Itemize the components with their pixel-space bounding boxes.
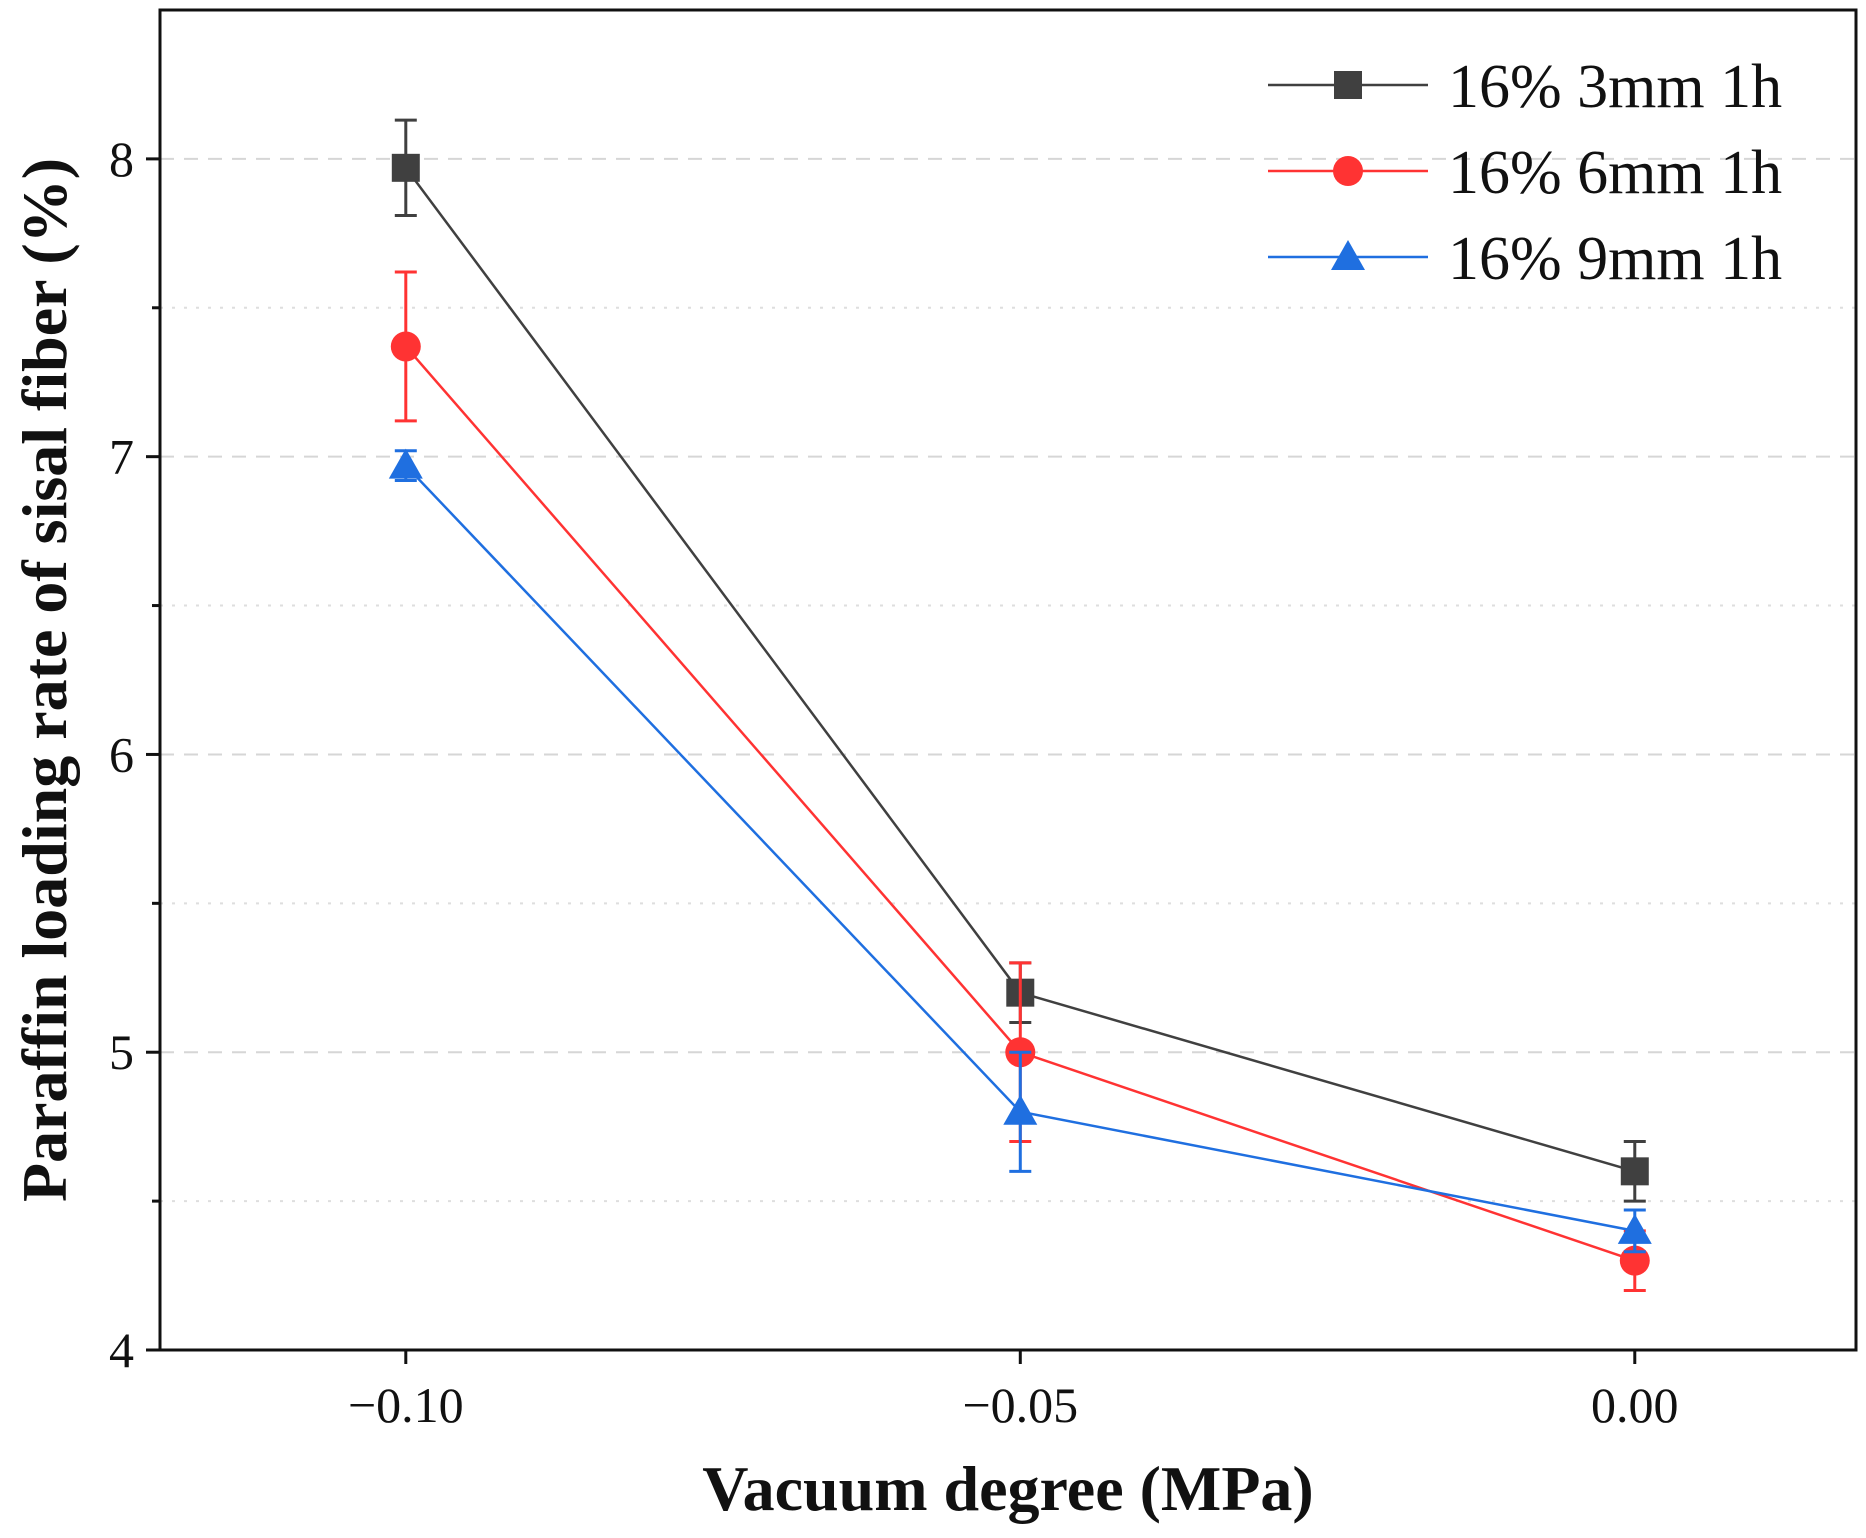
x-axis-title: Vacuum degree (MPa) — [702, 1453, 1313, 1524]
y-tick-label: 5 — [109, 1024, 134, 1080]
legend-label: 16% 9mm 1h — [1448, 225, 1782, 293]
y-axis-title: Paraffin loading rate of sisal fiber (%) — [9, 158, 80, 1202]
series-3 — [388, 448, 1652, 1254]
tick-layer: 4 5 6 7 8 −0.10 −0.05 0.00 — [109, 131, 1679, 1433]
y-tick-label: 4 — [109, 1322, 134, 1378]
legend-marker — [1334, 71, 1362, 99]
x-tick-label: −0.10 — [348, 1377, 464, 1433]
x-tick-label: −0.05 — [962, 1377, 1078, 1433]
plot-frame — [158, 8, 1858, 1352]
data-point — [1003, 1094, 1038, 1125]
y-tick-label: 8 — [109, 131, 134, 187]
data-point — [1620, 1157, 1649, 1186]
data-point — [388, 448, 423, 479]
legend-marker — [1333, 156, 1363, 186]
legend-item-1: 16% 3mm 1h — [1268, 53, 1782, 121]
legend-item-3: 16% 9mm 1h — [1268, 225, 1782, 293]
y-tick-label: 6 — [109, 726, 134, 782]
legend-label: 16% 6mm 1h — [1448, 139, 1782, 207]
series-layer — [388, 118, 1652, 1292]
data-point — [1617, 1213, 1652, 1244]
data-point — [391, 153, 420, 182]
legend: 16% 3mm 1h 16% 6mm 1h 16% 9mm 1h — [1268, 53, 1782, 293]
legend-label: 16% 3mm 1h — [1448, 53, 1782, 121]
data-point — [390, 331, 421, 362]
legend-item-2: 16% 6mm 1h — [1268, 139, 1782, 207]
legend-marker — [1331, 240, 1365, 270]
x-tick-label: 0.00 — [1591, 1377, 1679, 1433]
y-tick-label: 7 — [109, 429, 134, 485]
